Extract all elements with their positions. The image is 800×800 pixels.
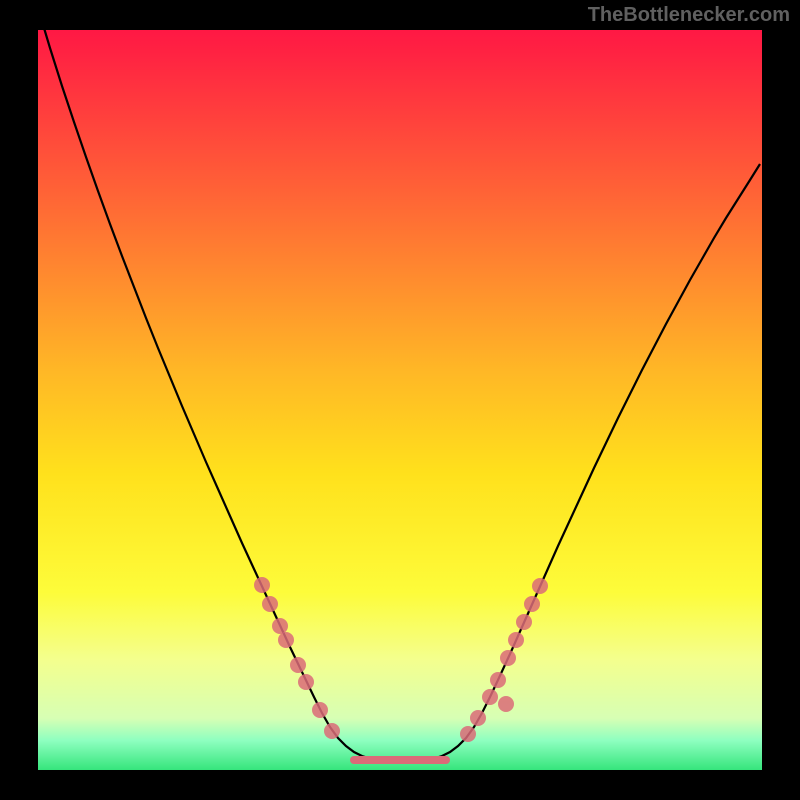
data-point-dot — [470, 710, 486, 726]
data-point-dot — [312, 702, 328, 718]
data-point-dot — [262, 596, 278, 612]
data-point-dot — [254, 577, 270, 593]
data-point-dot — [482, 689, 498, 705]
chart-svg — [38, 30, 762, 770]
data-point-dot — [532, 578, 548, 594]
bottleneck-curve — [38, 8, 760, 761]
chart-container: TheBottlenecker.com — [0, 0, 800, 800]
data-point-dot — [298, 674, 314, 690]
data-point-dot — [500, 650, 516, 666]
data-point-dot — [508, 632, 524, 648]
data-point-dot — [516, 614, 532, 630]
data-point-dot — [290, 657, 306, 673]
data-point-dot — [490, 672, 506, 688]
data-point-dot — [278, 632, 294, 648]
data-point-dot — [324, 723, 340, 739]
data-point-dot — [460, 726, 476, 742]
data-point-dot — [498, 696, 514, 712]
data-point-dot — [524, 596, 540, 612]
plot-area — [38, 30, 762, 770]
data-point-dot — [272, 618, 288, 634]
watermark-text: TheBottlenecker.com — [588, 4, 790, 27]
